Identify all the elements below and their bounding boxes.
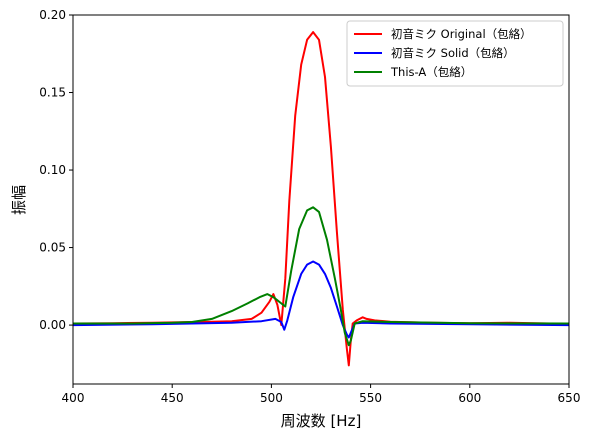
x-tick-label: 650 xyxy=(558,391,581,405)
x-tick-label: 550 xyxy=(359,391,382,405)
legend-box xyxy=(346,20,564,87)
x-tick-label: 600 xyxy=(458,391,481,405)
legend-label: 初音ミク Original（包絡） xyxy=(391,27,532,41)
x-axis: 400 450 500 550 600 650 xyxy=(62,384,581,405)
axes-frame xyxy=(72,14,570,385)
legend-label: This-A（包絡） xyxy=(390,65,472,79)
series-layer xyxy=(73,31,569,367)
y-tick-label: 0.15 xyxy=(39,86,66,100)
legend-label: 初音ミク Solid（包絡） xyxy=(391,46,515,60)
x-tick-label: 400 xyxy=(62,391,85,405)
x-axis-label: 周波数 [Hz] xyxy=(281,412,362,430)
y-axis-label: 振幅 xyxy=(10,185,28,215)
y-tick-label: 0.00 xyxy=(39,318,66,332)
series-line-2 xyxy=(73,206,569,347)
y-tick-label: 0.20 xyxy=(39,8,66,22)
y-tick-label: 0.05 xyxy=(39,241,66,255)
x-tick-label: 450 xyxy=(161,391,184,405)
legend: 初音ミク Original（包絡） 初音ミク Solid（包絡） This-A（包絡… xyxy=(346,20,564,87)
y-tick-label: 0.10 xyxy=(39,163,66,177)
y-axis: 0.00 0.05 0.10 0.15 0.20 xyxy=(39,8,73,332)
series-line-0 xyxy=(73,31,569,367)
plot-area xyxy=(73,31,569,367)
x-tick-label: 500 xyxy=(260,391,283,405)
